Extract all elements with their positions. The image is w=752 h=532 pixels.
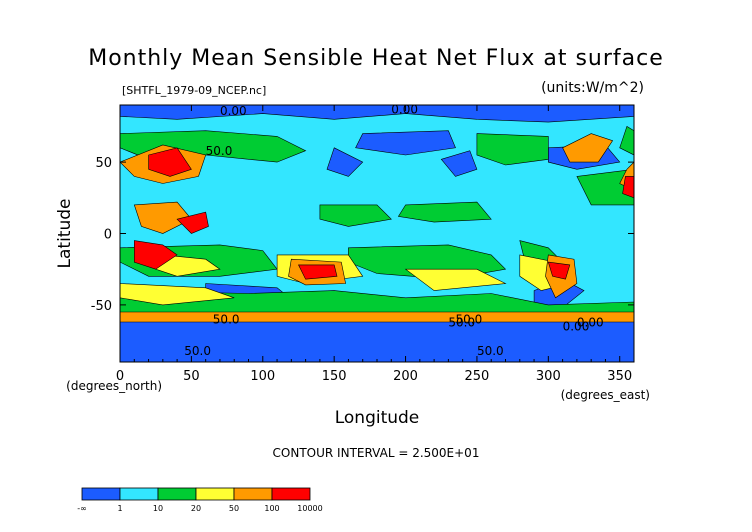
contour-label: 50.0 [206, 144, 233, 158]
colorbar-swatch [195, 487, 235, 501]
flux-region-0 [120, 105, 634, 123]
y-unit-label: (degrees_north) [66, 379, 162, 393]
flux-region-21 [404, 268, 507, 291]
chart-title: Monthly Mean Sensible Heat Net Flux at s… [88, 46, 664, 71]
flux-region-7 [440, 150, 478, 177]
flux-region-31 [134, 240, 178, 270]
flux-region-11 [576, 168, 634, 206]
flux-region-34 [547, 261, 571, 280]
file-name-label: [SHTFL_1979-09_NCEP.nc] [122, 84, 267, 97]
flux-region-13 [319, 204, 392, 227]
x-unit-label: (degrees_east) [561, 388, 650, 402]
contour-label: 0.00 [563, 320, 590, 334]
contour-label: 50.0 [448, 315, 475, 329]
x-tick-label: 100 [250, 369, 275, 384]
flux-region-27 [120, 311, 634, 323]
x-tick-label: 50 [183, 369, 200, 384]
colorbar-swatch [271, 487, 311, 501]
colorbar-tick-label: 10 [153, 504, 163, 513]
flux-region-4 [355, 130, 456, 156]
x-tick-label: 300 [536, 369, 561, 384]
colorbar-tick-label: 100 [264, 504, 279, 513]
flux-region-32 [176, 211, 209, 234]
colorbar-swatch [157, 487, 197, 501]
colorbar-tick-label: 50 [229, 504, 239, 513]
flux-region-10 [619, 125, 634, 156]
flux-region-24 [133, 201, 192, 234]
x-tick-label: 200 [393, 369, 418, 384]
contour-label: 50.0 [184, 344, 211, 358]
x-axis-label: Longitude [335, 408, 420, 428]
colorbar-swatch [81, 487, 121, 501]
x-tick-label: 0 [116, 369, 124, 384]
contour-label: 0.00 [220, 104, 247, 118]
flux-region-20 [120, 283, 235, 306]
contour-label: 50.0 [456, 312, 483, 326]
colorbar-tick-label: 1 [117, 504, 122, 513]
flux-region-9 [476, 133, 549, 166]
contour-label: 0.00 [391, 103, 418, 117]
flux-region-25 [562, 133, 614, 163]
flux-region-35 [622, 176, 634, 199]
colorbar-swatch [119, 487, 159, 501]
x-tick-label: 250 [465, 369, 490, 384]
colorbar-swatch [233, 487, 273, 501]
contour-interval-text: CONTOUR INTERVAL = 2.500E+01 [272, 446, 480, 460]
y-tick-label: 50 [95, 156, 112, 171]
contour-label: 0.00 [577, 315, 604, 329]
flux-region-5 [326, 147, 364, 177]
flux-region-12 [397, 201, 492, 223]
flux-region-30 [148, 147, 192, 177]
contour-label: 50.0 [213, 312, 240, 326]
y-axis-label: Latitude [55, 199, 75, 269]
x-tick-label: 150 [322, 369, 347, 384]
colorbar-tick-label: 20 [191, 504, 201, 513]
contour-label: 50.0 [477, 344, 504, 358]
units-label: (units:W/m^2) [541, 80, 644, 96]
y-tick-label: 0 [104, 228, 112, 243]
x-tick-label: 350 [607, 369, 632, 384]
colorbar-tick-label: -∞ [77, 504, 87, 513]
flux-region-33 [298, 264, 338, 280]
y-tick-label: -50 [91, 299, 112, 314]
colorbar-tick-label: 10000 [297, 504, 322, 513]
